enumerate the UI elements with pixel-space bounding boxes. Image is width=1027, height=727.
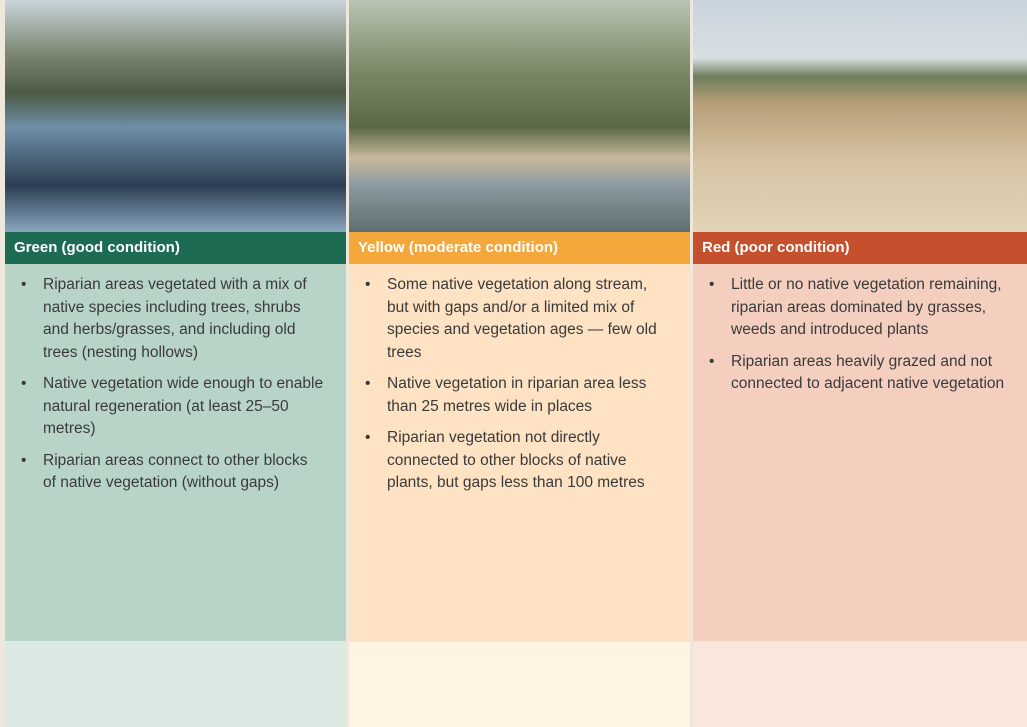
bullet-item: Riparian vegetation not directly connect… (363, 427, 668, 495)
bullet-list: Riparian areas vegetated with a mix of n… (19, 274, 324, 495)
column-body: Riparian areas vegetated with a mix of n… (5, 264, 346, 641)
photo (349, 0, 690, 232)
empty-cell (349, 642, 690, 727)
empty-cell (5, 642, 346, 727)
photo (693, 0, 1027, 232)
column-title: Yellow (moderate condition) (349, 232, 690, 264)
column: Red (poor condition) Little or no native … (693, 0, 1027, 727)
bullet-item: Little or no native vegetation remaining… (707, 274, 1005, 342)
bullet-list: Some native vegetation along stream, but… (363, 274, 668, 495)
column-body: Some native vegetation along stream, but… (349, 264, 690, 641)
bullet-item: Native vegetation in riparian area less … (363, 373, 668, 418)
bullet-item: Native vegetation wide enough to enable … (19, 373, 324, 441)
bullet-item: Riparian areas heavily grazed and not co… (707, 351, 1005, 396)
bullet-list: Little or no native vegetation remaining… (707, 274, 1005, 396)
column-title: Red (poor condition) (693, 232, 1027, 264)
column-body: Little or no native vegetation remaining… (693, 264, 1027, 641)
column: Yellow (moderate condition) Some native v… (349, 0, 690, 727)
bullet-item: Riparian areas connect to other blocks o… (19, 450, 324, 495)
empty-cell (693, 642, 1027, 727)
bullet-item: Riparian areas vegetated with a mix of n… (19, 274, 324, 364)
column-title: Green (good condition) (5, 232, 346, 264)
page: Green (good condition) Riparian areas veg… (0, 0, 1027, 727)
column: Green (good condition) Riparian areas veg… (5, 0, 346, 727)
bullet-item: Some native vegetation along stream, but… (363, 274, 668, 364)
photo (5, 0, 346, 232)
